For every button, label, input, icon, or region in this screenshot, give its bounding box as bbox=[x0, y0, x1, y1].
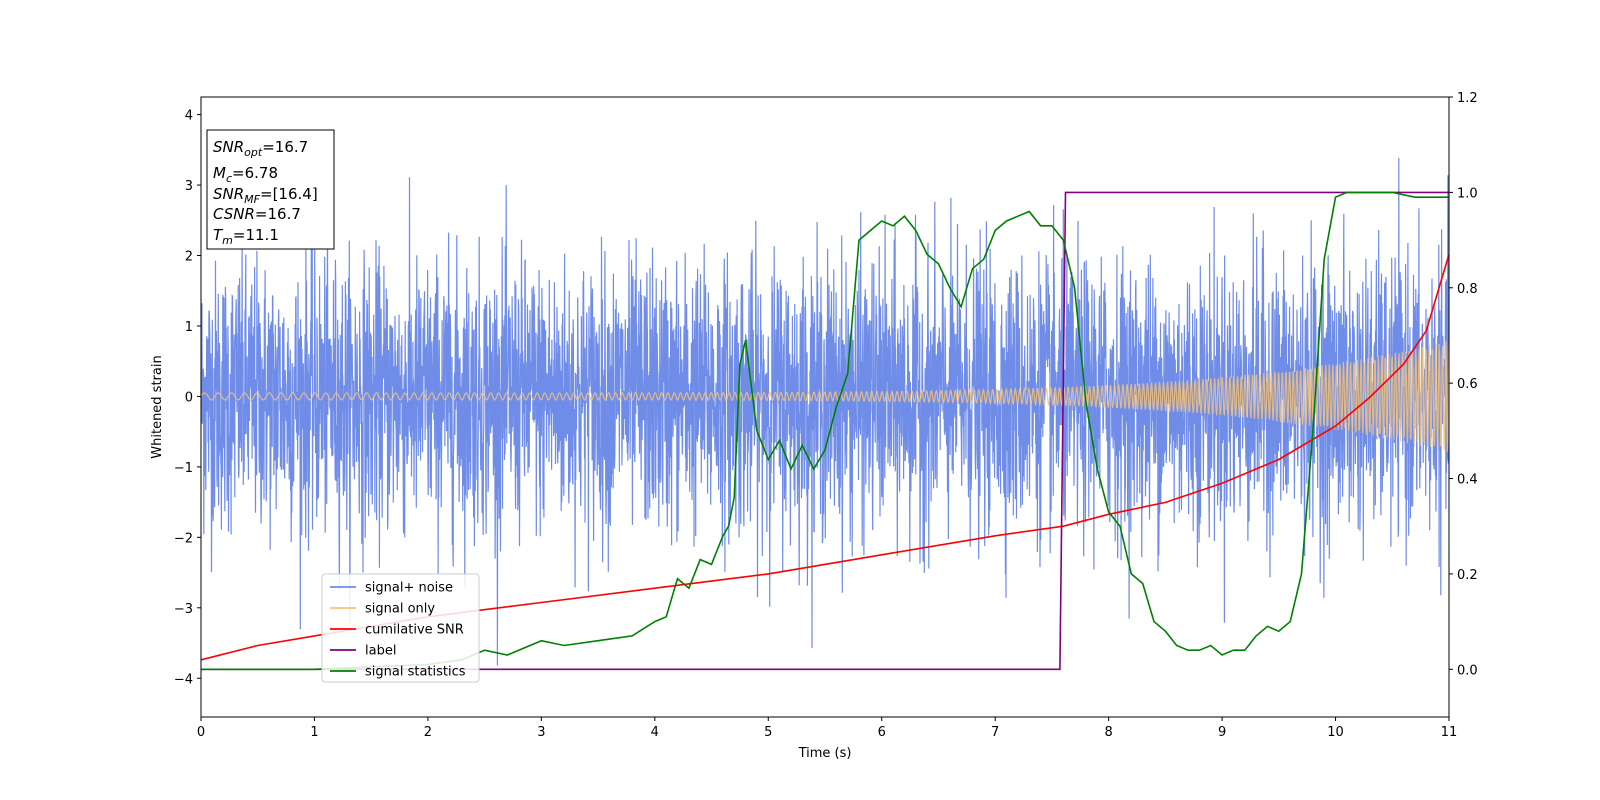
x-axis: 0 1 2 3 4 5 6 7 8 9 10 11 bbox=[197, 717, 1457, 740]
y-left-tick-label: −3 bbox=[174, 602, 193, 617]
info-mc: Mc=6.78 bbox=[213, 164, 278, 185]
y-left-tick-label: 0 bbox=[185, 390, 193, 405]
series-signal-noise bbox=[201, 157, 1449, 666]
left-y-axis: 4 3 2 1 0 −1 −2 −3 −4 bbox=[174, 109, 201, 687]
x-tick-label: 6 bbox=[878, 725, 886, 740]
x-tick-label: 8 bbox=[1104, 725, 1112, 740]
y-left-tick-label: 2 bbox=[185, 250, 193, 265]
info-tm: Tm=11.1 bbox=[213, 226, 279, 247]
y-right-tick-label: 0.6 bbox=[1457, 377, 1478, 392]
y-left-tick-label: 1 bbox=[185, 320, 193, 335]
y-right-tick-label: 0.4 bbox=[1457, 473, 1478, 488]
y-right-tick-label: 1.0 bbox=[1457, 186, 1478, 201]
x-tick-label: 2 bbox=[424, 725, 432, 740]
x-tick-label: 9 bbox=[1218, 725, 1226, 740]
plot-frame bbox=[200, 96, 1450, 718]
legend-label: signal statistics bbox=[365, 665, 466, 680]
x-tick-label: 5 bbox=[764, 725, 772, 740]
legend-label: cumilative SNR bbox=[365, 623, 464, 638]
x-tick-label: 3 bbox=[537, 725, 545, 740]
x-tick-label: 4 bbox=[651, 725, 659, 740]
info-snr-mf: SNRMF=[16.4] bbox=[213, 185, 318, 206]
legend: signal+ noise signal only cumilative SNR la… bbox=[321, 573, 480, 683]
legend-label: label bbox=[365, 644, 396, 659]
series-signal-statistics bbox=[201, 191, 1449, 671]
x-tick-label: 1 bbox=[310, 725, 318, 740]
info-csnr: CSNR=16.7 bbox=[213, 205, 301, 223]
x-tick-label: 7 bbox=[991, 725, 999, 740]
y-left-tick-label: −1 bbox=[174, 461, 193, 476]
y-right-tick-label: 0.0 bbox=[1457, 663, 1478, 678]
y-left-tick-label: −2 bbox=[174, 531, 193, 546]
x-tick-label: 10 bbox=[1327, 725, 1344, 740]
info-box: SNRopt=16.7 Mc=6.78 SNRMF=[16.4] CSNR=16… bbox=[206, 129, 335, 250]
y-left-tick-label: −4 bbox=[174, 672, 193, 687]
series-label bbox=[201, 191, 1449, 671]
info-snr-opt: SNRopt=16.7 bbox=[213, 138, 308, 159]
y-right-tick-label: 0.8 bbox=[1457, 282, 1478, 297]
y-left-tick-label: 3 bbox=[185, 179, 193, 194]
legend-label: signal only bbox=[365, 602, 435, 617]
y-left-tick-label: 4 bbox=[185, 109, 193, 124]
y-right-tick-label: 0.2 bbox=[1457, 568, 1478, 583]
series-signal-only bbox=[201, 340, 1449, 452]
x-tick-label: 11 bbox=[1441, 725, 1458, 740]
x-tick-label: 0 bbox=[197, 725, 205, 740]
y-right-tick-label: 1.2 bbox=[1457, 91, 1478, 106]
y-axis-label: Whitened strain bbox=[150, 355, 165, 458]
x-axis-label: Time (s) bbox=[798, 746, 852, 761]
right-y-axis: 1.2 1.0 0.8 0.6 0.4 0.2 0.0 bbox=[1449, 91, 1478, 678]
legend-label: signal+ noise bbox=[365, 581, 453, 596]
